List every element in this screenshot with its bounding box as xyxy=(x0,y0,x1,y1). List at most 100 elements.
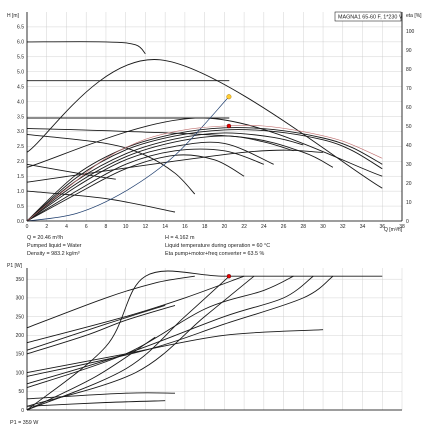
head-flow-axes: 0 2 4 6 8 10 12 14 16 18 20 22 24 26 28 30 32 34 36 380.00.… xyxy=(17,12,415,230)
y-tick-label: 300 xyxy=(16,296,25,302)
pump-curve xyxy=(26,154,245,222)
x-tick-label: 38 xyxy=(399,224,405,230)
y2-tick-label: 40 xyxy=(406,143,412,149)
y2-tick-label: 50 xyxy=(406,124,412,130)
chart-title: MAGNA1 65-60 F, 1*230 V xyxy=(338,15,403,21)
pump-curve xyxy=(26,148,264,222)
head-flow-series xyxy=(26,41,383,222)
efficiency-curve xyxy=(26,125,383,222)
x-tick-label: 10 xyxy=(123,224,129,230)
y2-tick-label: 10 xyxy=(406,200,412,206)
info-head: H = 4.162 m xyxy=(165,235,195,241)
y2-tick-label: 70 xyxy=(406,86,412,92)
y-tick-label: 0.0 xyxy=(17,219,24,225)
head-flow-grid xyxy=(26,12,403,222)
x-tick-label: 20 xyxy=(222,224,228,230)
power-curve xyxy=(26,329,324,374)
x-tick-label: 2 xyxy=(45,224,48,230)
power-curve xyxy=(26,392,176,400)
y-axis-label-head: H [m] xyxy=(7,13,20,19)
chart-title-box xyxy=(334,11,402,22)
head-flow-panel: 0 2 4 6 8 10 12 14 16 18 20 22 24 26 28 30 32 34 36 380.00.… xyxy=(7,11,422,233)
y-tick-label: 6.0 xyxy=(17,40,24,46)
power-curve xyxy=(26,275,255,407)
y-tick-label: 250 xyxy=(16,314,25,320)
power-curve xyxy=(26,275,230,411)
y-tick-label: 200 xyxy=(16,333,25,339)
duty-point-marker xyxy=(226,123,232,129)
power-panel: 0 50 100 150 200 250 300 350 P1 [W] xyxy=(7,263,403,414)
x-tick-label: 6 xyxy=(85,224,88,230)
info-liquid: Pumped liquid = Water xyxy=(27,243,82,249)
power-axes: 0 50 100 150 200 250 300 350 xyxy=(16,268,402,414)
y-tick-label: 1.0 xyxy=(17,189,24,195)
pump-curve xyxy=(26,149,324,183)
x-axis-label-flow: Q [m³/h] xyxy=(384,227,403,233)
y-tick-label: 6.5 xyxy=(17,25,24,31)
x-tick-label: 8 xyxy=(105,224,108,230)
y2-tick-label: 80 xyxy=(406,67,412,73)
y-tick-label: 50 xyxy=(18,389,24,395)
duty-info-block: Q = 20.46 m³/h H = 4.162 m Pumped liquid… xyxy=(27,235,270,257)
x-tick-label: 22 xyxy=(241,224,247,230)
y2-tick-label: 60 xyxy=(406,105,412,111)
info-efficiency: Eta pump+motor+freq converter = 63.5 % xyxy=(165,251,265,257)
y-tick-label: 150 xyxy=(16,352,25,358)
x-tick-label: 26 xyxy=(281,224,287,230)
y-tick-label: 5.0 xyxy=(17,70,24,76)
x-tick-label: 36 xyxy=(379,224,385,230)
x-tick-label: 34 xyxy=(360,224,366,230)
x-tick-label: 30 xyxy=(320,224,326,230)
pump-curve xyxy=(26,141,274,222)
y2-tick-label: 90 xyxy=(406,48,412,54)
pump-curve xyxy=(26,127,383,222)
power-grid xyxy=(26,268,403,411)
x-tick-label: 28 xyxy=(301,224,307,230)
x-tick-label: 18 xyxy=(202,224,208,230)
y-tick-label: 1.5 xyxy=(17,174,24,180)
y-tick-label: 4.0 xyxy=(17,99,24,105)
pump-curve xyxy=(26,59,383,189)
power-curve xyxy=(26,304,176,355)
y2-tick-label: 30 xyxy=(406,162,412,168)
y-tick-label: 5.5 xyxy=(17,55,24,61)
pump-curve xyxy=(26,41,146,55)
info-density: Density = 983.2 kg/m³ xyxy=(27,251,80,257)
power-curve xyxy=(26,400,166,407)
x-tick-label: 16 xyxy=(182,224,188,230)
y-tick-label: 100 xyxy=(16,370,25,376)
pump-curve xyxy=(26,133,196,195)
power-curve xyxy=(26,275,245,344)
y-tick-label: 3.0 xyxy=(17,129,24,135)
y-tick-label: 0 xyxy=(21,408,24,414)
y-tick-label: 4.5 xyxy=(17,84,24,90)
power-curve xyxy=(26,275,334,377)
y2-tick-label: 100 xyxy=(406,29,415,35)
operating-point-marker xyxy=(226,94,232,100)
x-tick-label: 32 xyxy=(340,224,346,230)
system-curve xyxy=(26,96,230,222)
y-tick-label: 0.5 xyxy=(17,204,24,210)
info-flow: Q = 20.46 m³/h xyxy=(27,235,63,241)
pump-curve xyxy=(26,190,176,213)
x-tick-label: 12 xyxy=(143,224,149,230)
power-curve xyxy=(26,304,166,351)
pump-curve xyxy=(26,129,383,222)
y2-tick-label: 20 xyxy=(406,181,412,187)
x-tick-label: 4 xyxy=(65,224,68,230)
y-tick-label: 350 xyxy=(16,277,25,283)
pump-curve xyxy=(26,135,294,222)
x-tick-label: 14 xyxy=(162,224,168,230)
x-tick-label: 24 xyxy=(261,224,267,230)
info-temperature: Liquid temperature during operation = 60… xyxy=(165,243,270,249)
y-axis-label-power: P1 [W] xyxy=(7,263,23,269)
y2-axis-label-eta: eta [%] xyxy=(406,13,422,19)
power-series xyxy=(26,270,383,411)
power-curve xyxy=(26,275,314,385)
y-tick-label: 2.0 xyxy=(17,159,24,165)
power-curve xyxy=(26,275,294,389)
y-tick-label: 2.5 xyxy=(17,144,24,150)
y2-tick-label: 0 xyxy=(406,219,409,225)
power-curve xyxy=(26,275,195,329)
